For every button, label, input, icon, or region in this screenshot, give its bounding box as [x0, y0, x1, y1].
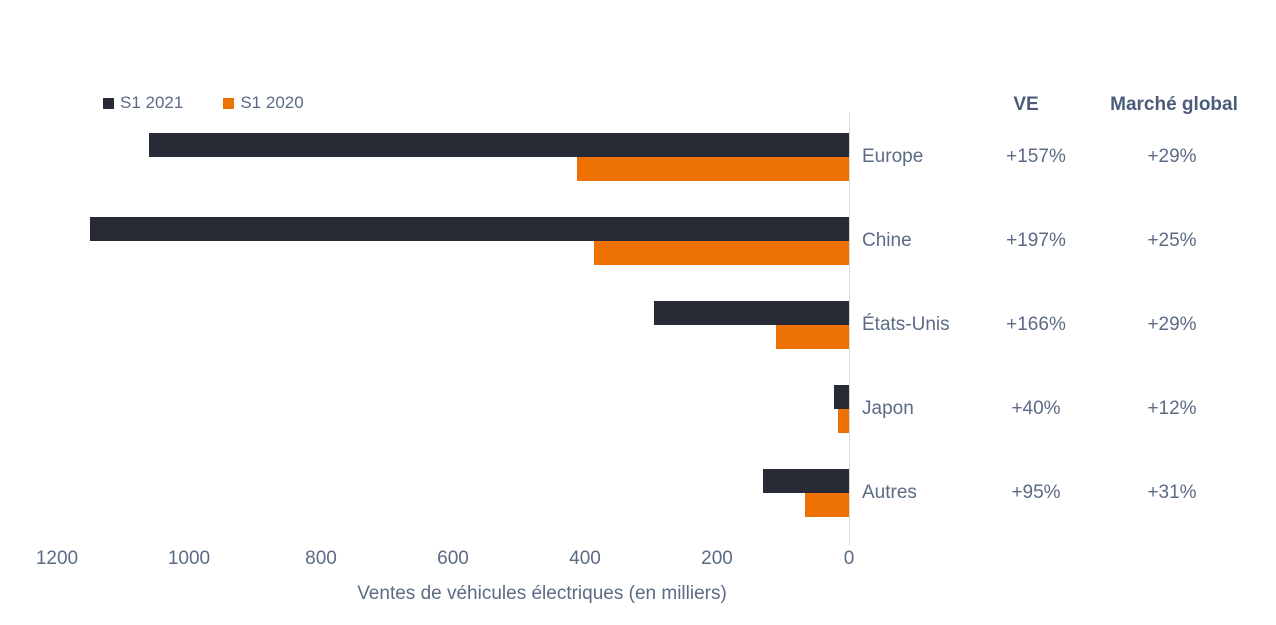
legend-label-s1-2020: S1 2020 — [240, 93, 304, 112]
x-tick-800: 800 — [305, 548, 337, 569]
plot-area — [57, 133, 849, 517]
category-label-japon: Japon — [862, 398, 914, 419]
bar-s1-2021-chine — [90, 217, 849, 241]
x-tick-1000: 1000 — [167, 548, 211, 569]
legend-swatch-s1-2020-icon — [223, 97, 235, 109]
category-label-chine: Chine — [862, 230, 912, 251]
market-growth-etats-unis: +29% — [1147, 314, 1197, 335]
column-header-ve: VE — [1013, 94, 1039, 115]
bar-s1-2020-etats-unis — [775, 325, 849, 349]
legend-swatch-s1-2021-icon — [103, 97, 114, 109]
x-tick-0: 0 — [843, 548, 855, 569]
bar-s1-2020-japon — [838, 409, 849, 433]
market-growth-europe: +29% — [1147, 146, 1197, 167]
bar-s1-2021-etats-unis — [653, 301, 849, 325]
column-header-marche-global: Marché global — [1110, 94, 1238, 115]
x-tick-600: 600 — [437, 548, 469, 569]
market-growth-japon: +12% — [1147, 398, 1197, 419]
bar-s1-2020-autres — [804, 493, 849, 517]
bar-s1-2021-japon — [833, 385, 849, 409]
legend-item-s1-2020: S1 2020 — [223, 93, 304, 113]
bar-s1-2021-europe — [149, 133, 849, 157]
category-label-autres: Autres — [862, 482, 917, 503]
bar-s1-2020-chine — [593, 241, 849, 265]
ve-growth-autres: +95% — [1011, 482, 1061, 503]
ve-growth-chine: +197% — [1006, 230, 1066, 251]
category-label-europe: Europe — [862, 146, 924, 167]
bar-s1-2021-autres — [763, 469, 849, 493]
ve-growth-etats-unis: +166% — [1006, 314, 1066, 335]
category-label-etats-unis: États-Unis — [862, 314, 950, 335]
legend: S1 2021 S1 2020 — [103, 93, 344, 113]
x-axis-title: Ventes de véhicules électriques (en mill… — [357, 583, 727, 604]
legend-label-s1-2021: S1 2021 — [120, 93, 184, 112]
x-tick-200: 200 — [701, 548, 733, 569]
legend-item-s1-2021: S1 2021 — [103, 93, 183, 113]
market-growth-chine: +25% — [1147, 230, 1197, 251]
zero-axis-line — [849, 112, 850, 545]
bar-s1-2020-europe — [577, 157, 849, 181]
x-tick-1200: 1200 — [35, 548, 79, 569]
ve-growth-europe: +157% — [1006, 146, 1066, 167]
market-growth-autres: +31% — [1147, 482, 1197, 503]
ve-growth-japon: +40% — [1011, 398, 1061, 419]
x-tick-400: 400 — [569, 548, 601, 569]
